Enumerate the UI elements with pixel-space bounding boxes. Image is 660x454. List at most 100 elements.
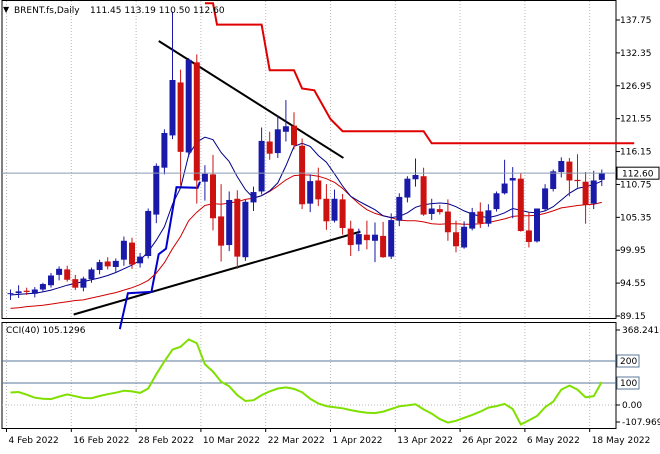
candle[interactable]: [153, 163, 159, 223]
candle-body: [388, 220, 394, 257]
candle[interactable]: [194, 54, 200, 203]
candle[interactable]: [429, 199, 435, 220]
candle[interactable]: [226, 191, 232, 251]
grid-layer: [2, 1, 616, 429]
candle[interactable]: [186, 58, 192, 157]
candle[interactable]: [388, 213, 394, 259]
candle-body: [542, 188, 548, 209]
candle[interactable]: [72, 275, 78, 290]
x-axis-label: 4 Feb 2022: [9, 436, 59, 446]
candle[interactable]: [234, 190, 240, 269]
candle[interactable]: [494, 191, 500, 211]
candle[interactable]: [510, 167, 516, 218]
candle[interactable]: [32, 287, 38, 297]
candle[interactable]: [437, 205, 443, 215]
candle[interactable]: [348, 221, 354, 256]
candle[interactable]: [526, 212, 532, 247]
candle[interactable]: [396, 193, 402, 226]
candle[interactable]: [113, 258, 119, 271]
candle[interactable]: [453, 221, 459, 253]
price-axis-label: 110.75: [620, 180, 652, 190]
candle[interactable]: [469, 208, 475, 231]
candle-body: [218, 216, 224, 245]
candle[interactable]: [372, 223, 378, 263]
candle-body: [72, 279, 78, 288]
candle[interactable]: [323, 184, 329, 230]
x-axis-label: 10 Mar 2022: [203, 436, 260, 446]
candle[interactable]: [80, 277, 86, 292]
candle[interactable]: [170, 12, 176, 139]
candle-body: [178, 82, 184, 151]
candle[interactable]: [267, 132, 273, 160]
trend-line[interactable]: [74, 232, 361, 315]
candle[interactable]: [40, 283, 46, 292]
candle[interactable]: [299, 138, 305, 209]
candle[interactable]: [105, 257, 111, 269]
candle[interactable]: [121, 237, 127, 266]
candle-body: [599, 173, 605, 180]
candle[interactable]: [542, 184, 548, 211]
candle[interactable]: [421, 168, 427, 216]
candle-body: [502, 184, 508, 194]
candle[interactable]: [275, 115, 281, 158]
candle[interactable]: [129, 238, 135, 269]
candle[interactable]: [332, 190, 338, 223]
candle-body: [105, 261, 111, 266]
header-layer: ▼ BRENT.fs,Daily 111.45 113.19 110.50 11…: [3, 5, 225, 336]
candle[interactable]: [259, 127, 265, 194]
candle[interactable]: [502, 160, 508, 195]
candle[interactable]: [218, 184, 224, 261]
price-axis-label: 94.55: [620, 279, 646, 289]
candle-body: [226, 200, 232, 245]
candle[interactable]: [583, 172, 589, 224]
candle[interactable]: [145, 209, 151, 259]
candle[interactable]: [380, 222, 386, 258]
candle[interactable]: [591, 171, 597, 209]
candle[interactable]: [202, 165, 208, 200]
candle[interactable]: [534, 209, 540, 243]
x-axis-label: 26 Apr 2022: [462, 436, 518, 446]
candle[interactable]: [16, 285, 22, 298]
candle[interactable]: [413, 159, 419, 187]
candle[interactable]: [178, 70, 184, 186]
candle[interactable]: [566, 158, 572, 196]
candle[interactable]: [56, 266, 62, 280]
candle-body: [494, 193, 500, 209]
candle-body: [526, 230, 532, 242]
candle[interactable]: [599, 170, 605, 186]
candle[interactable]: [307, 174, 313, 212]
candle[interactable]: [575, 154, 581, 187]
candle[interactable]: [364, 221, 370, 250]
candle-body: [40, 284, 46, 289]
candle[interactable]: [461, 221, 467, 248]
candle[interactable]: [404, 176, 410, 202]
candle[interactable]: [340, 194, 346, 235]
price-pane[interactable]: [2, 3, 634, 329]
candle[interactable]: [558, 157, 564, 177]
candle[interactable]: [210, 155, 216, 231]
price-axis-label: 116.15: [620, 148, 652, 158]
candle-body: [291, 126, 297, 145]
cci-pane[interactable]: [2, 339, 616, 424]
candle[interactable]: [48, 273, 54, 288]
candle-body: [558, 161, 564, 172]
candle[interactable]: [161, 129, 167, 174]
candle[interactable]: [64, 266, 70, 282]
collapse-arrow-icon[interactable]: ▼: [3, 5, 10, 14]
candle[interactable]: [97, 260, 103, 275]
candle[interactable]: [445, 199, 451, 240]
candle-body: [113, 261, 119, 267]
cci-axis-label: 368.2416: [622, 326, 660, 336]
cci-series-line[interactable]: [11, 339, 602, 424]
candle[interactable]: [291, 112, 297, 149]
candle[interactable]: [518, 173, 524, 231]
candle[interactable]: [251, 187, 257, 211]
candle-body: [267, 142, 273, 154]
candle[interactable]: [137, 253, 143, 268]
candle[interactable]: [242, 200, 248, 261]
candle[interactable]: [485, 204, 491, 227]
candle-body: [429, 209, 435, 214]
candle-body: [259, 141, 265, 192]
